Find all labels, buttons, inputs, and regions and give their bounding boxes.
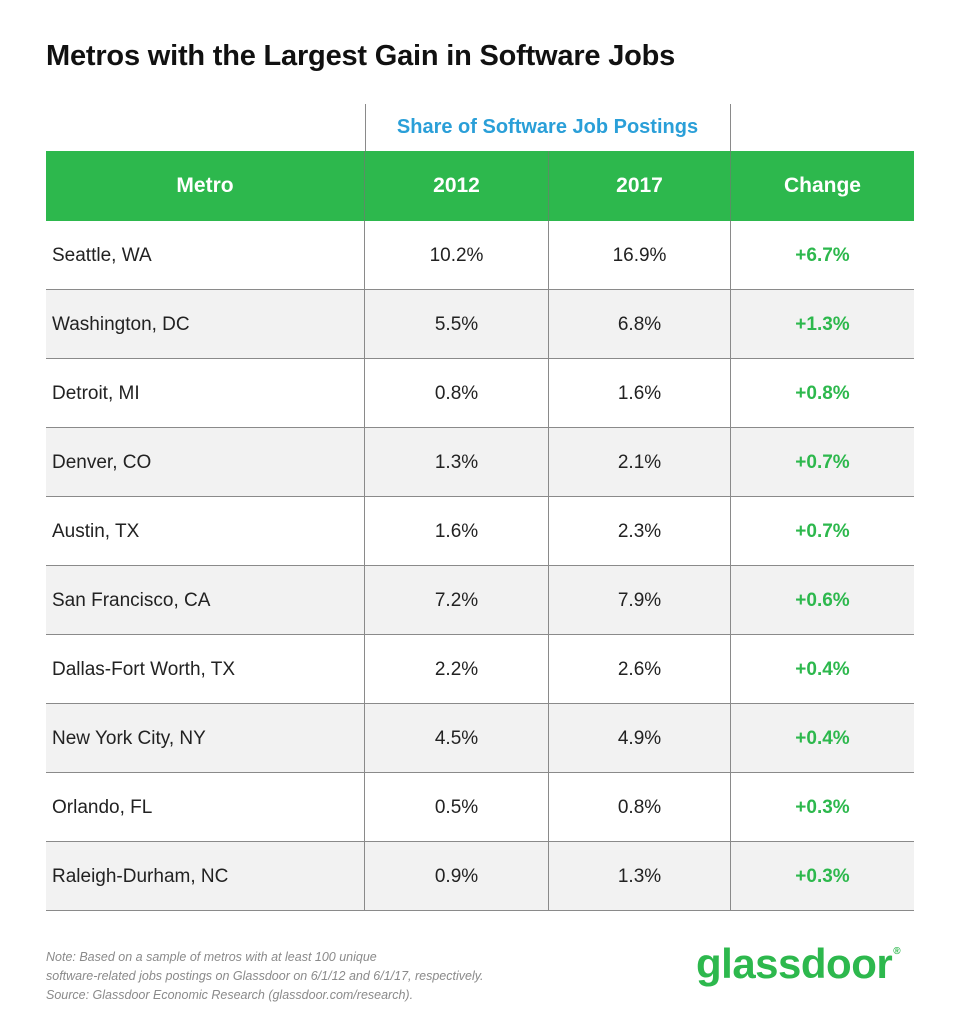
table-row: Seattle, WA 10.2% 16.9% +6.7% [46, 221, 914, 290]
column-divider-left [365, 104, 366, 151]
metro-cell: San Francisco, CA [46, 566, 365, 634]
change-cell: +0.3% [795, 796, 850, 818]
share-2012-cell: 1.3% [365, 428, 549, 496]
share-2017-cell: 2.3% [549, 497, 731, 565]
table-row: Raleigh-Durham, NC 0.9% 1.3% +0.3% [46, 842, 914, 911]
table-row: San Francisco, CA 7.2% 7.9% +0.6% [46, 566, 914, 635]
change-cell: +0.7% [795, 451, 850, 473]
metro-cell: Raleigh-Durham, NC [46, 842, 365, 910]
share-2012-cell: 2.2% [365, 635, 549, 703]
share-2017-cell: 2.6% [549, 635, 731, 703]
footnote-line: software-related jobs postings on Glassd… [46, 969, 484, 983]
metro-cell: Denver, CO [46, 428, 365, 496]
table-row: Detroit, MI 0.8% 1.6% +0.8% [46, 359, 914, 428]
footnote-line: Note: Based on a sample of metros with a… [46, 950, 377, 964]
share-2012-cell: 10.2% [365, 221, 549, 289]
table-row: Austin, TX 1.6% 2.3% +0.7% [46, 497, 914, 566]
table-row: Denver, CO 1.3% 2.1% +0.7% [46, 428, 914, 497]
change-cell: +6.7% [795, 244, 850, 266]
share-2012-cell: 7.2% [365, 566, 549, 634]
page-title: Metros with the Largest Gain in Software… [46, 40, 676, 72]
share-group-header: Share of Software Job Postings [396, 116, 699, 138]
share-2012-cell: 0.5% [365, 773, 549, 841]
share-2017-cell: 2.1% [549, 428, 731, 496]
share-2017-cell: 7.9% [549, 566, 731, 634]
metro-cell: Seattle, WA [46, 221, 365, 289]
metro-cell: Detroit, MI [46, 359, 365, 427]
metro-cell: Orlando, FL [46, 773, 365, 841]
change-cell: +0.4% [795, 658, 850, 680]
share-2017-cell: 4.9% [549, 704, 731, 772]
share-2017-cell: 0.8% [549, 773, 731, 841]
metro-cell: Austin, TX [46, 497, 365, 565]
share-2012-cell: 0.8% [365, 359, 549, 427]
column-header-change: Change [783, 174, 861, 197]
source-line: Source: Glassdoor Economic Research (gla… [46, 988, 414, 1002]
logo-text: glassdoor [696, 940, 893, 987]
column-divider-right [730, 104, 731, 151]
share-2012-cell: 4.5% [365, 704, 549, 772]
change-cell: +0.8% [795, 382, 850, 404]
table-row: Washington, DC 5.5% 6.8% +1.3% [46, 290, 914, 359]
share-2017-cell: 1.6% [549, 359, 731, 427]
table-header: Metro 2012 2017 Change [46, 151, 914, 221]
share-2017-cell: 1.3% [549, 842, 731, 910]
table-row: Orlando, FL 0.5% 0.8% +0.3% [46, 773, 914, 842]
column-header-2017: 2017 [549, 151, 731, 221]
metro-cell: New York City, NY [46, 704, 365, 772]
share-2017-cell: 6.8% [549, 290, 731, 358]
table-row: New York City, NY 4.5% 4.9% +0.4% [46, 704, 914, 773]
column-header-2012: 2012 [365, 151, 549, 221]
share-2012-cell: 0.9% [365, 842, 549, 910]
table-row: Dallas-Fort Worth, TX 2.2% 2.6% +0.4% [46, 635, 914, 704]
change-cell: +1.3% [795, 313, 850, 335]
data-table: Metro 2012 2017 Change Seattle, WA 10.2%… [46, 151, 914, 911]
share-2017-cell: 16.9% [549, 221, 731, 289]
glassdoor-logo: glassdoor® [696, 940, 901, 988]
change-cell: +0.7% [795, 520, 850, 542]
change-cell: +0.6% [795, 589, 850, 611]
metro-cell: Dallas-Fort Worth, TX [46, 635, 365, 703]
registered-mark: ® [893, 946, 901, 957]
column-header-metro: Metro [46, 151, 365, 221]
change-cell: +0.3% [795, 865, 850, 887]
share-2012-cell: 1.6% [365, 497, 549, 565]
metro-cell: Washington, DC [46, 290, 365, 358]
change-cell: +0.4% [795, 727, 850, 749]
share-2012-cell: 5.5% [365, 290, 549, 358]
footnote: Note: Based on a sample of metros with a… [46, 948, 484, 1005]
